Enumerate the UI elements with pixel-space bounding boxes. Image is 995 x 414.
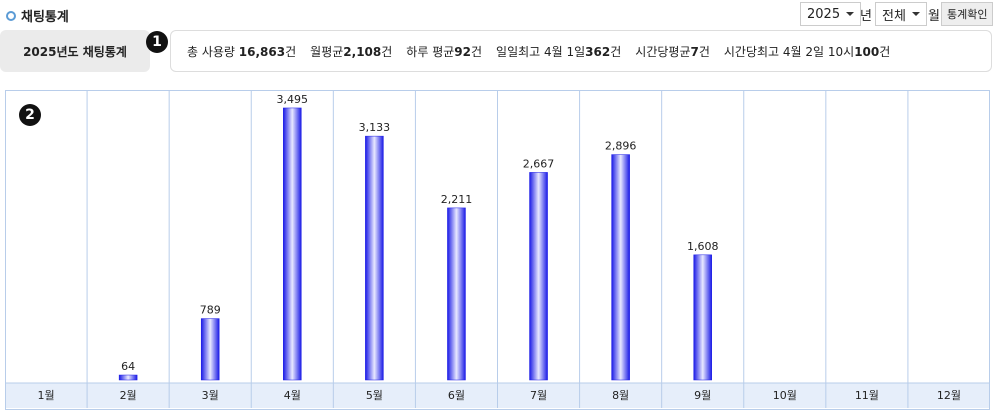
x-tick-label: 10월 (773, 389, 797, 402)
badge: 2 (19, 104, 41, 126)
item-value: 92 (454, 44, 471, 59)
year-select[interactable]: 2025 (800, 2, 862, 26)
value-label: 3,133 (359, 121, 391, 134)
item-text: 일일최고 4월 1일 (496, 44, 586, 59)
item-value: 2,108 (343, 44, 382, 59)
item-text: 총 사용량 (187, 44, 239, 59)
year-unit: 년 (860, 8, 872, 24)
value-label: 2,896 (605, 140, 637, 153)
value-label: 2,211 (441, 193, 473, 206)
x-tick-label: 7월 (530, 389, 547, 402)
button-wrap: 통계확인 (941, 2, 994, 26)
bar (693, 254, 712, 381)
item-unit: 건 (610, 44, 622, 59)
item-text: 하루 평균 (406, 44, 455, 59)
item-unit: 건 (470, 44, 483, 59)
value-label: 3,495 (277, 93, 309, 106)
badge: 1 (146, 31, 168, 53)
month-control: 전체 (875, 2, 927, 26)
summary-item: 하루 평균92건 (406, 43, 482, 60)
submit-button[interactable]: 통계확인 (941, 2, 994, 26)
x-tick-label: 11월 (855, 389, 879, 402)
value-label: 64 (121, 360, 135, 373)
item-text: 시간당최고 4월 2일 10시 (723, 44, 855, 59)
month-unit: 월 (928, 8, 940, 24)
item-value: 362 (585, 44, 611, 59)
value-label: 2,667 (523, 157, 555, 170)
item-text: 월평균 (310, 44, 344, 59)
year-control: 2025 (800, 2, 862, 26)
item-value: 7 (690, 44, 699, 59)
item-value: 16,863 (238, 44, 286, 59)
chart: 1월 2월 64 3월 789 4월 3,495 5월 3,133 6월 2,211 7월 2,667 8… (5, 90, 990, 408)
bar (365, 135, 384, 381)
month-select[interactable]: 전체 (875, 2, 927, 26)
value-label: 789 (200, 304, 221, 317)
x-tick-label: 1월 (37, 389, 54, 402)
summary-item: 월평균2,108건 (310, 43, 392, 60)
bar (283, 107, 302, 381)
summary-item: 총 사용량 16,863건 (187, 43, 296, 60)
x-tick-label: 4월 (284, 389, 301, 402)
item-unit: 건 (381, 44, 393, 59)
item-value: 100 (854, 44, 880, 59)
bar (611, 154, 630, 381)
x-tick-label: 8월 (612, 389, 629, 402)
summary-box: 총 사용량 16,863건 월평균2,108건 하루 평균92건 일일최고 4월 1일… (170, 30, 992, 72)
x-tick-label: 2월 (120, 389, 137, 402)
item-unit: 건 (285, 44, 297, 59)
item-unit: 건 (698, 44, 710, 59)
summary-label: 2025년도 채팅통계 (0, 30, 150, 72)
x-tick-label: 5월 (366, 389, 383, 402)
item-text: 시간당평균 (635, 44, 691, 59)
bar (118, 374, 138, 381)
summary-item: 시간당평균7건 (635, 43, 710, 60)
x-tick-label: 6월 (448, 389, 465, 402)
x-tick-label: 9월 (694, 389, 711, 402)
summary-item: 일일최고 4월 1일362건 (496, 43, 621, 60)
x-tick-label: 12월 (937, 389, 961, 402)
value-label: 1,608 (687, 240, 719, 253)
page-title: 채팅통계 (6, 6, 69, 25)
bar (529, 172, 548, 381)
bar (200, 318, 220, 381)
title-text: 채팅통계 (21, 10, 69, 25)
x-tick-label: 3월 (202, 389, 219, 402)
title-icon (6, 10, 16, 21)
item-unit: 건 (879, 44, 891, 59)
bar (447, 207, 466, 381)
summary-item: 시간당최고 4월 2일 10시100건 (724, 43, 890, 60)
